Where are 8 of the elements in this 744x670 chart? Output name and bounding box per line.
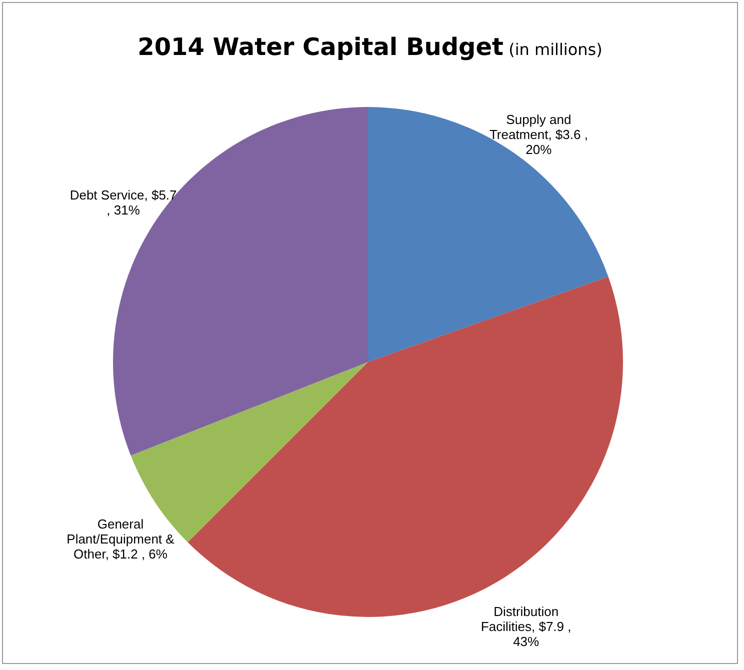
- slice-label: General Plant/Equipment & Other, $1.2 , 6%: [66, 516, 175, 562]
- pie-slice: [368, 107, 608, 362]
- chart-title: 2014 Water Capital Budget: [138, 33, 504, 61]
- pie-slice: [188, 276, 623, 617]
- slice-label: Debt Service, $5.7 , 31%: [70, 187, 177, 218]
- slice-label: Supply and Treatment, $3.6 , 20%: [489, 112, 588, 158]
- slice-label: Distribution Facilities, $7.9 , 43%: [480, 604, 572, 650]
- chart-subtitle: (in millions): [508, 40, 602, 59]
